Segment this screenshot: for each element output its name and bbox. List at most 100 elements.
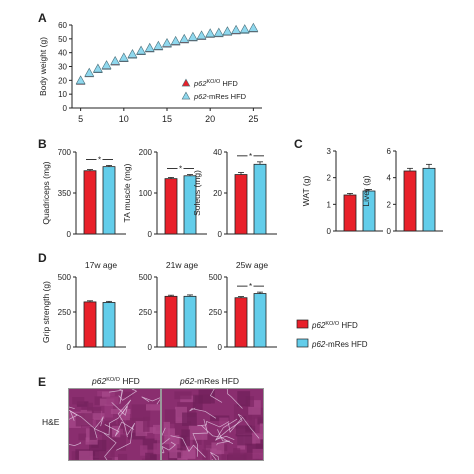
point-mres — [136, 45, 147, 55]
he-cell — [121, 391, 133, 398]
y-tick-label: 700 — [58, 148, 72, 157]
y-tick-label: 30 — [58, 63, 67, 72]
he-cell — [89, 420, 97, 429]
point-mres — [118, 52, 129, 62]
bar-ko — [234, 174, 248, 235]
he-fiber-border — [215, 413, 243, 441]
he-texture-ko — [69, 389, 160, 460]
he-fiber-border — [117, 399, 132, 438]
he-title-mres: p62-mRes HFD — [179, 376, 239, 386]
x-tick-label: 5 — [78, 114, 83, 124]
point-mres — [248, 22, 259, 32]
he-fiber-border — [209, 389, 223, 403]
he-fiber-border — [228, 416, 260, 439]
y-axis-label: Quadriceps (mg) — [41, 161, 51, 224]
bar-mres — [422, 167, 436, 232]
x-tick-label: 15 — [162, 114, 172, 124]
he-cell — [164, 435, 180, 445]
he-cell — [117, 453, 128, 460]
he-cell — [69, 411, 81, 428]
he-cell — [84, 413, 105, 420]
point-mres — [92, 63, 103, 73]
y-tick-label: 100 — [139, 189, 153, 198]
legend-marker-mres — [181, 91, 191, 100]
he-cell — [131, 404, 151, 421]
point-mres — [179, 33, 190, 43]
he-cell — [106, 396, 119, 405]
point-mres — [162, 37, 172, 47]
bar-ko — [234, 297, 248, 348]
point-mres — [144, 42, 155, 52]
y-tick-label: 2 — [387, 200, 392, 209]
significance-star: * — [179, 165, 182, 174]
panel-letter-d: D — [38, 251, 47, 265]
he-cell — [146, 404, 160, 411]
y-tick-label: 10 — [58, 90, 67, 99]
he-cell — [233, 404, 252, 421]
bar-mres — [102, 166, 116, 235]
he-cell — [143, 416, 150, 432]
point-mres — [222, 26, 233, 36]
he-cell — [98, 450, 115, 460]
point-mres — [187, 31, 198, 41]
he-cell — [91, 441, 99, 448]
he-image-mres — [161, 388, 264, 461]
he-cell — [111, 425, 121, 438]
significance-star: * — [249, 152, 252, 161]
bar-mres — [253, 293, 267, 348]
legend-swatch-mres — [296, 338, 309, 348]
he-cell — [89, 427, 97, 440]
he-image-ko — [68, 388, 161, 461]
x-tick-label: 10 — [119, 114, 129, 124]
he-fiber-border — [109, 389, 124, 404]
he-cell — [101, 391, 111, 398]
y-tick-label: 250 — [58, 308, 72, 317]
y-tick-label: 500 — [139, 273, 153, 282]
bar-ko — [164, 295, 178, 348]
y-axis-label: Soleus (mg) — [192, 170, 202, 216]
y-tick-label: 3 — [327, 147, 332, 156]
he-cell — [78, 433, 87, 441]
y-tick-label: 50 — [58, 35, 67, 44]
he-fiber-border — [118, 389, 138, 401]
y-tick-label: 0 — [148, 230, 153, 239]
he-cell — [154, 430, 160, 441]
he-cell — [237, 435, 253, 446]
y-tick-label: 0 — [218, 343, 223, 352]
bar-mres — [253, 163, 267, 235]
point-mres — [75, 75, 86, 85]
he-cell — [135, 421, 148, 437]
x-tick-label: 25 — [248, 114, 258, 124]
legend-label-ko: p62KO/O HFD — [311, 321, 358, 330]
y-tick-label: 1 — [327, 200, 332, 209]
he-fiber-border — [69, 409, 110, 436]
chart-title: 25w age — [236, 260, 268, 270]
he-fiber-border — [69, 410, 78, 421]
y-tick-label: 200 — [139, 148, 153, 157]
he-fiber-border — [216, 429, 230, 446]
he-fiber-border — [189, 407, 217, 419]
he-cell — [188, 425, 208, 440]
he-cell — [163, 421, 170, 437]
y-tick-label: 60 — [58, 21, 67, 30]
y-axis-label: TA muscle (mg) — [122, 163, 132, 222]
y-tick-label: 0 — [218, 230, 223, 239]
panel-letter-c: C — [294, 137, 303, 151]
he-fiber-border — [170, 435, 206, 458]
bar-mres — [102, 302, 116, 348]
point-mres — [213, 27, 224, 37]
y-tick-label: 500 — [58, 273, 72, 282]
he-cell — [252, 448, 263, 459]
he-fiber-border — [197, 420, 230, 428]
he-cell — [211, 454, 227, 460]
y-tick-label: 6 — [387, 147, 392, 156]
he-cell — [259, 426, 263, 434]
he-fiber-border — [192, 419, 209, 457]
he-cell — [246, 444, 263, 453]
he-cell — [237, 391, 251, 407]
y-tick-label: 500 — [209, 273, 223, 282]
he-texture-mres — [162, 389, 263, 460]
chart-title: 17w age — [85, 260, 117, 270]
y-axis-label: Liver (g) — [361, 175, 371, 206]
